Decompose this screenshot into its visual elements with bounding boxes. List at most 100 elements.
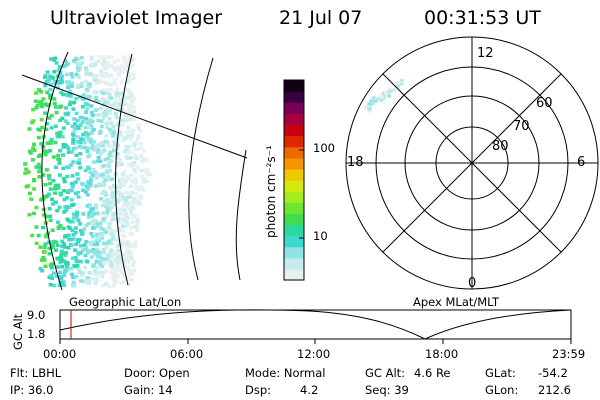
aurora-pixel [51, 271, 56, 275]
timeline-x-tick: 18:00 [425, 347, 459, 361]
aurora-pixel [115, 152, 120, 156]
mlt-line-diagonal [382, 73, 562, 253]
aurora-pixel [123, 102, 128, 106]
aurora-pixel [55, 134, 60, 139]
aurora-pixel [47, 252, 52, 256]
aurora-pixel [387, 87, 392, 91]
aurora-pixel [93, 203, 98, 207]
aurora-pixel [116, 65, 121, 69]
aurora-pixel [71, 138, 76, 142]
aurora-pixel [79, 84, 84, 88]
aurora-pixel [117, 267, 122, 271]
aurora-pixel [59, 90, 64, 95]
aurora-pixel [116, 122, 121, 127]
aurora-pixel [56, 68, 61, 73]
aurora-pixel [137, 187, 142, 191]
aurora-pixel [50, 242, 55, 246]
aurora-pixel [91, 223, 96, 227]
colorbar-segment [284, 168, 304, 181]
aurora-pixel [88, 202, 93, 207]
aurora-pixel [115, 156, 119, 160]
mlt-label-12: 12 [477, 46, 494, 61]
aurora-pixel [109, 121, 114, 126]
aurora-pixel [109, 96, 114, 100]
aurora-pixel [116, 217, 121, 222]
aurora-pixel [104, 82, 109, 86]
aurora-pixel [114, 115, 119, 120]
aurora-pixel [89, 55, 94, 59]
aurora-pixel [105, 156, 110, 161]
aurora-pixel [136, 165, 141, 169]
aurora-pixel [111, 212, 115, 216]
aurora-pixel [90, 113, 95, 118]
aurora-pixel [144, 179, 149, 183]
aurora-pixel [108, 88, 113, 92]
aurora-pixel [96, 59, 101, 64]
aurora-pixel [121, 55, 126, 59]
aurora-pixel [121, 280, 126, 284]
aurora-pixel [67, 102, 72, 107]
aurora-pixel [129, 252, 133, 257]
aurora-pixel [107, 111, 112, 115]
aurora-pixel [101, 172, 106, 177]
aurora-pixel [80, 104, 85, 109]
aurora-pixel [95, 224, 100, 228]
aurora-pixel [78, 222, 83, 226]
timeline-x-tick: 23:59 [552, 347, 586, 361]
aurora-pixel [48, 187, 53, 191]
aurora-pixel [110, 270, 115, 275]
aurora-pixel [42, 258, 47, 262]
aurora-pixel [73, 256, 78, 260]
latitude-arc [235, 149, 247, 281]
aurora-pixel [101, 189, 106, 194]
aurora-pixel [88, 118, 93, 122]
aurora-pixel [130, 220, 135, 224]
aurora-pixel [52, 186, 57, 191]
aurora-pixel [133, 191, 138, 196]
aurora-pixel [59, 276, 64, 281]
aurora-pixel [104, 245, 109, 250]
aurora-pixel [83, 168, 88, 173]
aurora-pixel [116, 274, 121, 278]
aurora-pixel [114, 138, 119, 142]
aurora-pixel [85, 248, 90, 253]
aurora-pixel [50, 197, 55, 201]
aurora-pixel [82, 243, 87, 247]
aurora-pixel [101, 241, 106, 246]
apex-panel-caption: Apex MLat/MLT [413, 295, 500, 309]
aurora-pixel [131, 264, 135, 268]
aurora-pixel [78, 152, 83, 156]
aurora-pixel [119, 270, 124, 274]
aurora-pixel [72, 128, 77, 133]
aurora-pixel [52, 58, 57, 62]
aurora-pixel [126, 239, 131, 243]
aurora-pixel [108, 185, 113, 190]
aurora-pixel [23, 162, 28, 166]
aurora-pixel [112, 148, 117, 153]
aurora-pixel [112, 141, 117, 145]
aurora-pixel [89, 104, 94, 108]
aurora-pixel [78, 229, 83, 233]
aurora-pixel [90, 234, 95, 239]
aurora-pixel [101, 79, 106, 84]
aurora-pixel [63, 234, 68, 238]
aurora-pixel [55, 131, 60, 135]
aurora-pixel [116, 219, 121, 224]
aurora-pixel [60, 244, 65, 248]
aurora-pixel [395, 82, 400, 86]
aurora-pixel [74, 153, 79, 157]
colorbar-segment [284, 102, 304, 114]
aurora-pixel [117, 101, 122, 106]
aurora-pixel [81, 279, 86, 284]
aurora-pixel [79, 55, 84, 60]
aurora-pixel [64, 165, 69, 169]
aurora-pixel [43, 242, 48, 246]
aurora-pixel [107, 153, 112, 157]
aurora-pixel [82, 141, 87, 145]
aurora-pixel [73, 180, 78, 184]
aurora-pixel [81, 212, 86, 216]
aurora-pixel [59, 77, 64, 82]
aurora-pixel [96, 143, 101, 148]
aurora-pixel [91, 247, 96, 252]
